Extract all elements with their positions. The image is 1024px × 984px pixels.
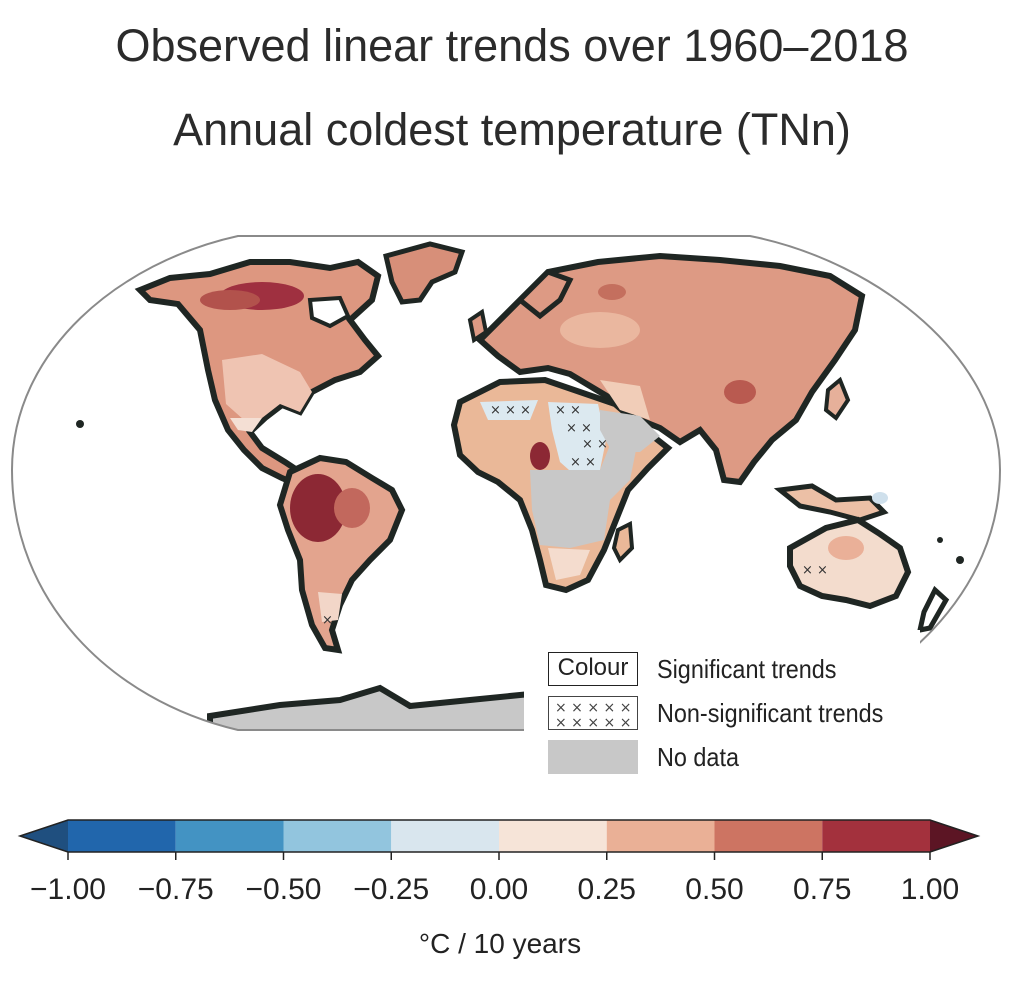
map-subtitle: Annual coldest temperature (TNn) [173,104,851,155]
colorbar-low-extend [20,820,68,852]
colorbar-bin-1 [175,820,284,852]
colorbar-tick-label: −0.50 [245,873,322,906]
map-title: Observed linear trends over 1960–2018 [115,20,909,71]
legend-no-data-swatch [548,740,638,774]
greenland [383,241,466,305]
map-legend: Colour Significant trends × × × × × × × … [524,630,920,780]
colorbar-bin-0 [68,820,176,852]
colorbar-bin-4 [499,820,607,852]
svg-text:× × ×: × × × [490,403,531,418]
legend-row-significant: Colour Significant trends [524,652,920,690]
svg-text:× ×: × × [582,437,608,452]
svg-text:× ×: × × [570,455,596,470]
madagascar [611,520,635,564]
svg-text:× × × × ×: × × × × × [555,715,631,730]
colorbar-bin-5 [606,820,715,852]
svg-text:× ×: × × [566,421,592,436]
colorbar-units: °C / 10 years [418,928,582,959]
colorbar-high-extend [930,820,978,852]
colorbar-tick-label: −0.75 [137,873,214,906]
colorbar-tick-label: 0.50 [685,873,744,906]
eurasia [475,252,866,486]
colorbar-bin-6 [714,820,823,852]
svg-text:×: × [322,613,333,628]
legend-row-no-data: No data [524,740,920,778]
colorbar-tick-label: 0.75 [793,873,852,906]
svg-text:× ×: × × [555,403,581,418]
svg-text:× ×: × × [802,563,828,578]
hatch-pattern: × × × × × × × × × × [555,700,631,730]
legend-hatch-swatch: × × × × × × × × × × [548,696,638,730]
colorbar-bin-3 [391,820,499,852]
legend-significant-label: Significant trends [657,654,837,684]
maritime-southeast-asia [773,483,889,523]
legend-colour-box: Colour [548,652,638,686]
colorbar-tick-label: −1.00 [30,873,106,906]
legend-row-non-significant: × × × × × × × × × × Non-significant tren… [524,696,920,734]
colorbar-tick-label: −0.25 [353,873,430,906]
colorbar-bin-2 [283,820,392,852]
colorbar-tick-label: 0.25 [577,873,636,906]
svg-text:× × × × ×: × × × × × [555,700,631,716]
australia [787,516,912,610]
new-zealand [916,585,950,634]
non-significant-hatching: × × × × × × × × × × × × × × [322,403,828,628]
colorbar-tick-label: 1.00 [900,873,960,906]
legend-no-data-label: No data [657,742,739,772]
colorbar-bin-7 [822,820,930,852]
legend-non-significant-label: Non-significant trends [657,698,884,728]
colorbar-tick-label: 0.00 [469,873,529,906]
